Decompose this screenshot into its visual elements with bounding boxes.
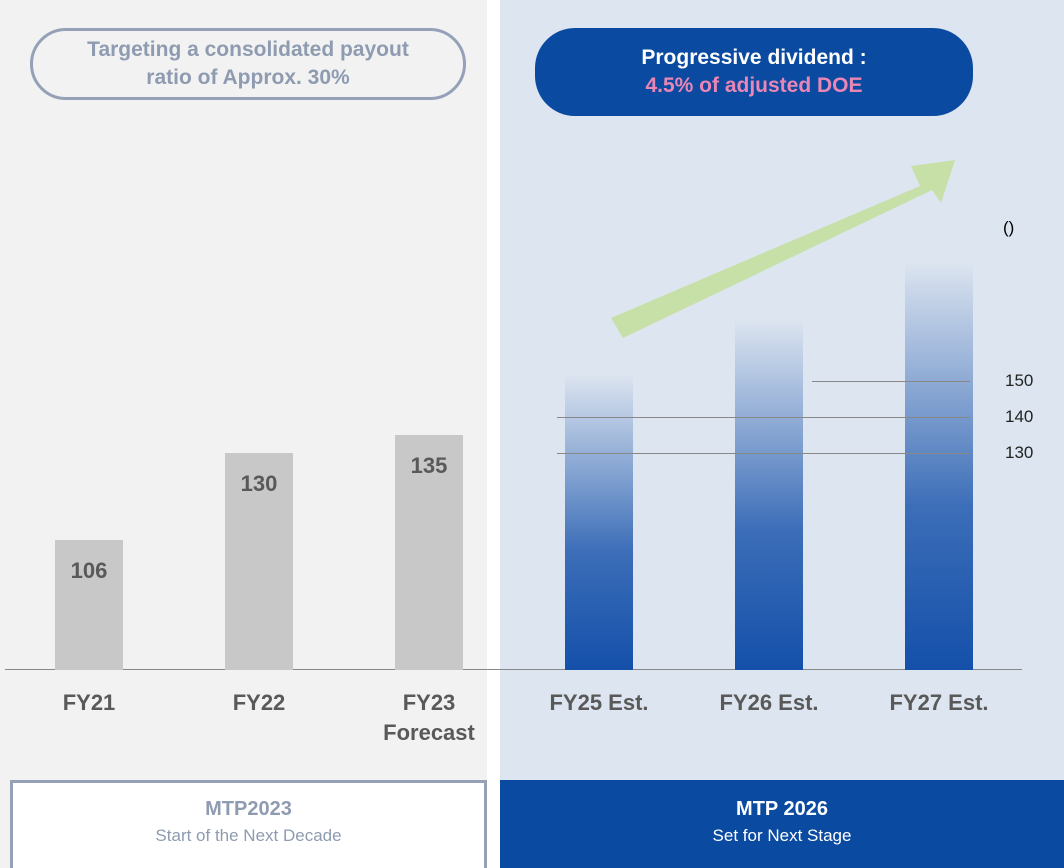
x-tick-label: FY27 Est. (889, 690, 989, 715)
baseline (5, 669, 1022, 670)
reference-line (557, 416, 970, 418)
reference-label: 130 (1005, 443, 1034, 463)
right-footer: MTP 2026 Set for Next Stage (500, 780, 1064, 868)
x-tick-label: FY21 (62, 690, 116, 715)
x-tick-label: FY26 Est. (719, 690, 819, 715)
value-label: 135 (410, 453, 448, 478)
right-header: Progressive dividend : 4.5% of adjusted … (535, 28, 973, 116)
value-label: 106 (70, 557, 108, 583)
bar (735, 319, 803, 670)
reference-line (557, 453, 970, 455)
reference-label: 140 (1005, 406, 1034, 426)
right-header-title: Progressive dividend : (641, 46, 867, 69)
right-footer-subtitle: Set for Next Stage (712, 826, 852, 845)
bar (395, 435, 463, 670)
bar (905, 261, 973, 670)
left-footer-title: MTP2023 (205, 798, 292, 820)
bar (565, 373, 633, 670)
x-tick-label: FY23 Forecast (383, 690, 475, 745)
bar (55, 539, 123, 670)
unit-label: () (1003, 218, 1015, 237)
value-label: 130 (240, 471, 278, 497)
left-panel (0, 0, 487, 868)
left-header: Targeting a consolidated payout ratio of… (30, 28, 466, 100)
reference-label: 150 (1005, 370, 1034, 390)
bar (225, 453, 293, 670)
right-footer-title: MTP 2026 (736, 798, 828, 820)
reference-line (812, 380, 970, 382)
x-tick-label: FY22 (232, 690, 286, 715)
growth-arrow (611, 160, 955, 338)
x-tick-label: FY25 Est. (549, 690, 649, 715)
left-footer: MTP2023 Start of the Next Decade (10, 780, 487, 868)
right-header-subtitle: 4.5% of adjusted DOE (645, 74, 863, 97)
left-footer-subtitle: Start of the Next Decade (155, 826, 342, 845)
